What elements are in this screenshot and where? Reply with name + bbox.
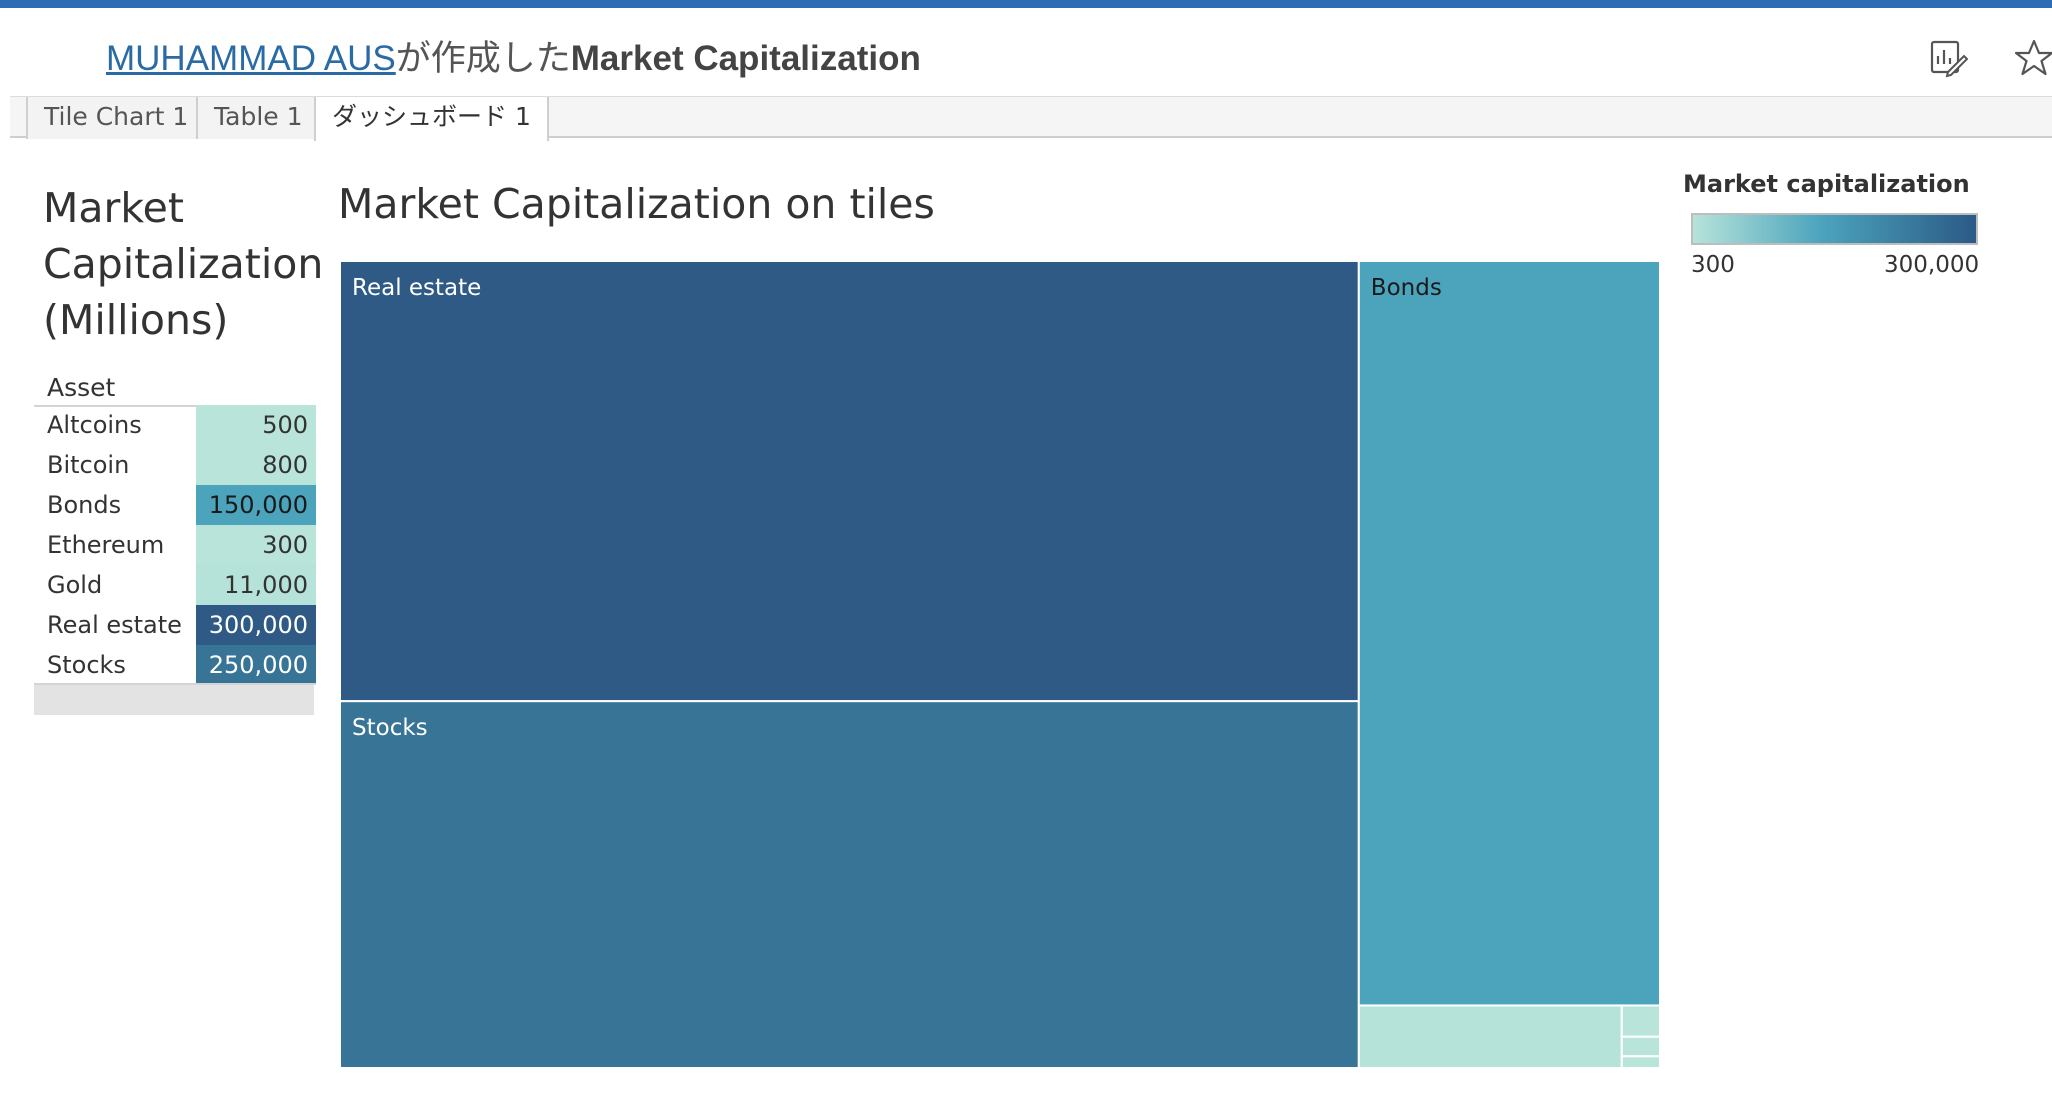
treemap-svg: Real estate Stocks Bonds [340, 261, 1660, 1068]
table-row[interactable]: Ethereum 300 [34, 525, 316, 565]
treemap-tile-real-estate[interactable] [340, 261, 1360, 703]
legend-min-label: 300 [1691, 252, 1735, 278]
star-icon[interactable] [2014, 38, 2052, 78]
workbook-header: MUHAMMAD AUSが作成したMarket Capitalization [0, 8, 2052, 96]
legend-color-ramp[interactable] [1691, 213, 1978, 245]
treemap-tile-ethereum[interactable] [1620, 1055, 1660, 1068]
treemap-tile-altcoins[interactable] [1620, 1035, 1660, 1058]
legend-title: Market capitalization [1683, 170, 1970, 198]
asset-value-cell: 250,000 [196, 645, 316, 685]
asset-name: Real estate [47, 611, 182, 639]
created-by-text: が作成した [395, 39, 571, 79]
table-title: Market Capitalization (Millions) [43, 184, 324, 344]
asset-name: Altcoins [47, 411, 142, 439]
asset-name: Gold [47, 571, 103, 599]
top-accent-bar [0, 0, 2052, 8]
treemap-chart: Real estate Stocks Bonds [340, 261, 1660, 1068]
treemap-tile-bitcoin[interactable] [1620, 1004, 1660, 1038]
asset-value-cell: 300,000 [196, 605, 316, 645]
treemap-label-bonds: Bonds [1371, 275, 1442, 301]
workbook-title-line: MUHAMMAD AUSが作成したMarket Capitalization [106, 30, 921, 81]
asset-name: Ethereum [47, 531, 165, 559]
asset-value-cell: 11,000 [196, 565, 316, 605]
asset-name: Bonds [47, 491, 122, 519]
treemap-tile-gold[interactable] [1357, 1004, 1623, 1068]
asset-value-cell: 300 [196, 525, 316, 565]
treemap-label-real-estate: Real estate [352, 275, 481, 301]
tab-dashboard-1[interactable]: ダッシュボード 1 [314, 97, 549, 141]
asset-value-cell: 500 [196, 405, 316, 445]
treemap-label-stocks: Stocks [352, 715, 428, 741]
chart-title: Market Capitalization on tiles [338, 180, 935, 228]
asset-name: Bitcoin [47, 451, 130, 479]
table-footer-bar [34, 685, 314, 715]
table-row[interactable]: Real estate 300,000 [34, 605, 316, 645]
table-row[interactable]: Altcoins 500 [34, 405, 316, 445]
tab-table-1[interactable]: Table 1 [196, 97, 319, 139]
table-header-divider [34, 405, 316, 407]
asset-value-cell: 800 [196, 445, 316, 485]
treemap-tile-bonds[interactable] [1357, 261, 1660, 1007]
table-row[interactable]: Bonds 150,000 [34, 485, 316, 525]
asset-name: Stocks [47, 651, 126, 679]
table-row[interactable]: Gold 11,000 [34, 565, 316, 605]
table-row[interactable]: Stocks 250,000 [34, 645, 316, 685]
legend-max-label: 300,000 [1884, 252, 1980, 278]
tab-tile-chart-1[interactable]: Tile Chart 1 [26, 97, 205, 139]
asset-value-cell: 150,000 [196, 485, 316, 525]
asset-column-header[interactable]: Asset [47, 373, 116, 402]
table-bottom-divider [34, 683, 316, 685]
author-link[interactable]: MUHAMMAD AUS [106, 39, 396, 78]
sheet-tab-bar: Tile Chart 1 Table 1 ダッシュボード 1 [10, 96, 2052, 141]
treemap-tile-stocks[interactable] [340, 700, 1360, 1068]
table-row[interactable]: Bitcoin 800 [34, 445, 316, 485]
workbook-title: Market Capitalization [570, 39, 921, 78]
edit-sheet-icon[interactable] [1928, 38, 1969, 78]
